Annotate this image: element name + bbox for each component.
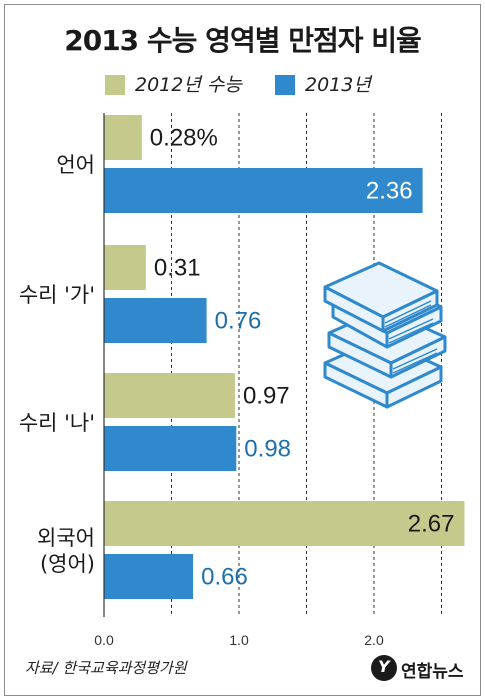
bar-2012 xyxy=(104,245,146,290)
data-label: 0.28% xyxy=(150,125,218,152)
logo-mark-icon: Y xyxy=(371,655,397,681)
books-icon xyxy=(323,261,447,409)
value-labels: 0.28% 2.36 0.31 0.76 0.97 0.98 2.67 0.66 xyxy=(150,125,455,591)
bar-2012 xyxy=(104,115,142,160)
x-tick-label: 1.0 xyxy=(229,632,249,648)
bar-2013 xyxy=(104,426,237,471)
infographic-frame: 2013 수능 영역별 만점자 비율 2012년 수능 2013년 xyxy=(4,4,481,696)
bar-2013 xyxy=(104,168,423,213)
category-label: 수리 '나' xyxy=(19,411,95,435)
bar-2012 xyxy=(104,373,235,418)
bar-2012 xyxy=(104,501,465,546)
x-axis: 0.0 1.0 2.0 xyxy=(94,113,384,648)
legend-swatch-2013 xyxy=(275,75,295,95)
source-note: 자료/ 한국교육과정평가원 xyxy=(25,659,187,677)
bar-2013 xyxy=(104,554,194,599)
data-label: 0.76 xyxy=(215,308,262,335)
x-tick-label: 0.0 xyxy=(94,632,114,648)
data-label: 0.98 xyxy=(244,436,291,463)
data-label: 2.67 xyxy=(408,511,455,538)
legend-swatch-2012 xyxy=(105,75,125,95)
data-label: 0.66 xyxy=(201,564,248,591)
category-label: (영어) xyxy=(40,552,95,576)
category-label: 수리 '가' xyxy=(19,283,95,307)
logo-text: 연합뉴스 xyxy=(401,662,464,682)
bar-2013 xyxy=(104,298,207,343)
legend-label-2013: 2013년 xyxy=(305,74,371,96)
bars xyxy=(104,115,465,599)
x-tick-label: 2.0 xyxy=(364,632,384,648)
category-label: 외국어 xyxy=(37,526,95,550)
data-label: 2.36 xyxy=(366,178,413,205)
legend-label-2012: 2012년 수능 xyxy=(135,74,242,96)
data-label: 0.31 xyxy=(154,255,201,282)
chart-title: 2013 수능 영역별 만점자 비율 xyxy=(64,24,422,57)
category-label: 언어 xyxy=(56,153,95,177)
data-label: 0.97 xyxy=(243,383,290,410)
